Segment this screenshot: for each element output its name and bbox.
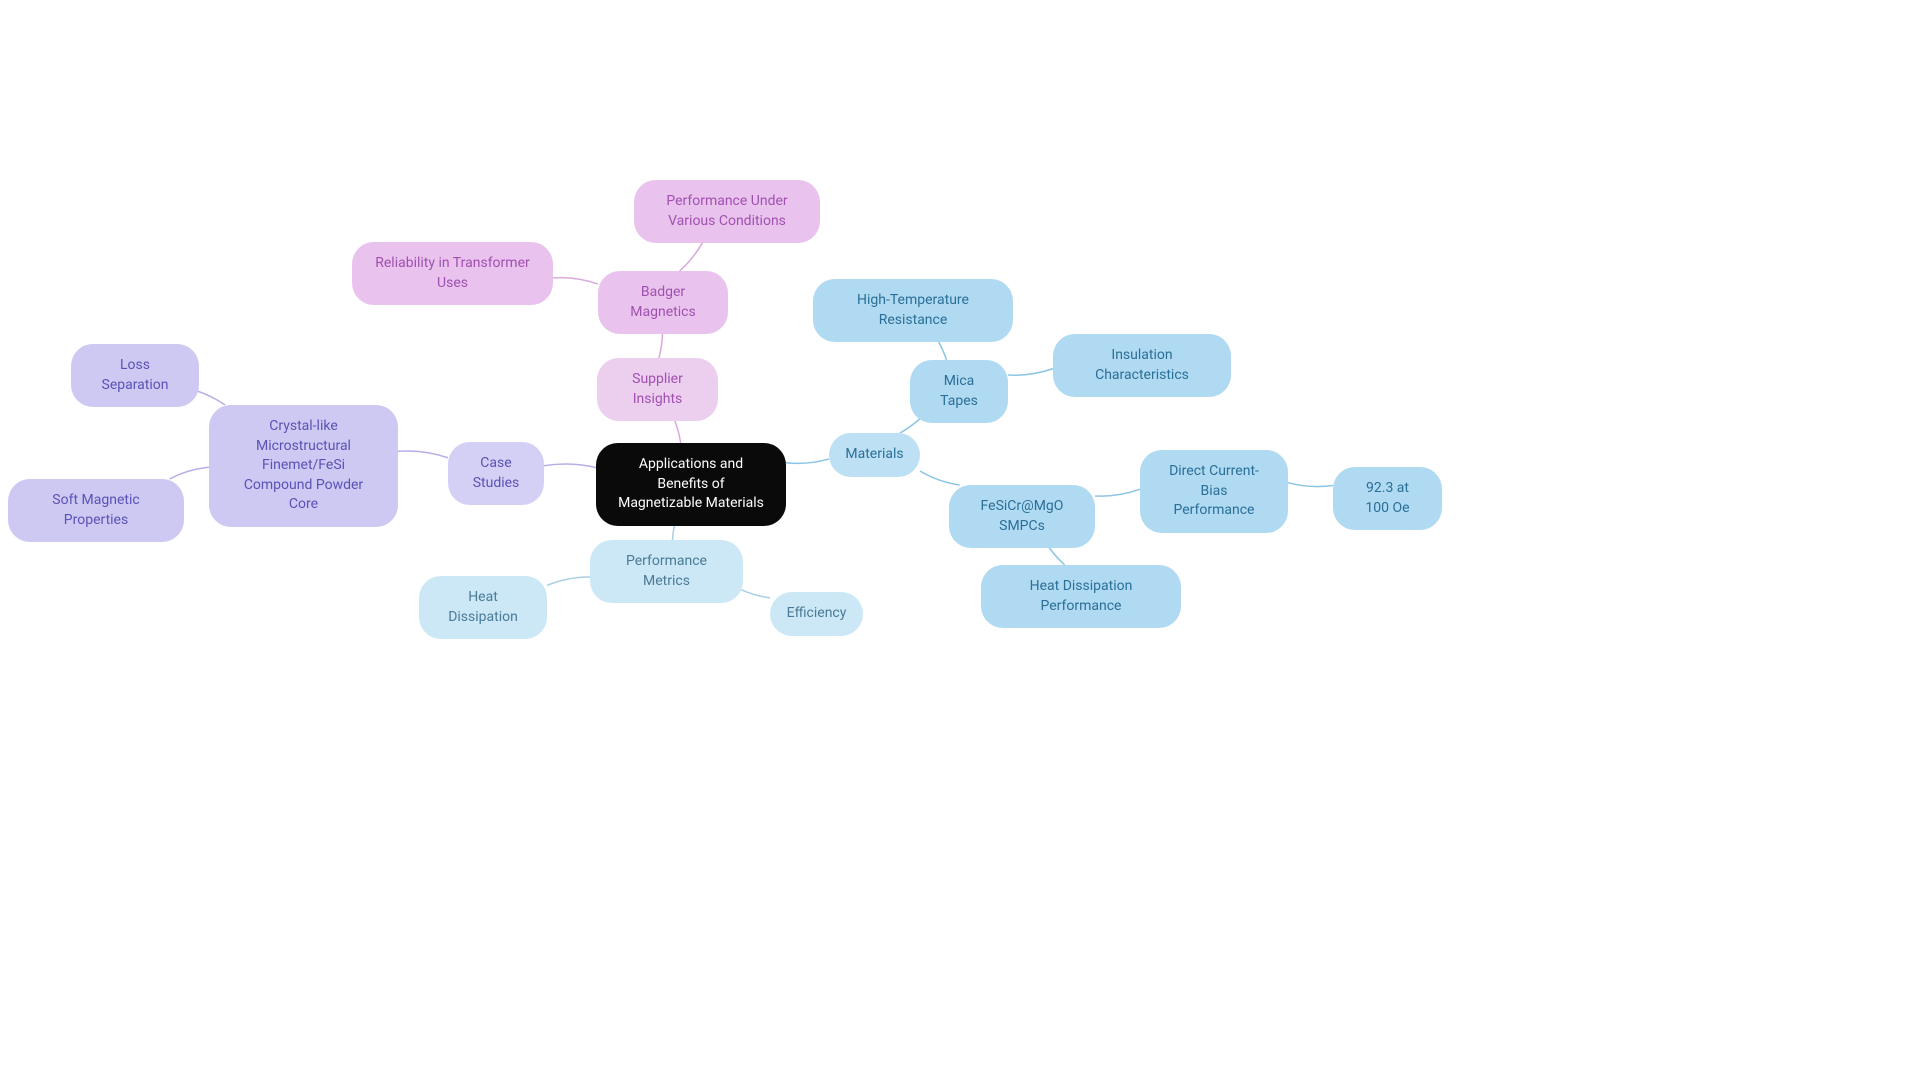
node-heatdiss: Heat Dissipation (419, 576, 547, 639)
edge-casestudies-crystal (398, 451, 448, 458)
edge-badger-reliability (553, 278, 598, 284)
edge-crystal-softmag (170, 467, 209, 479)
node-badger: Badger Magnetics (598, 271, 728, 334)
node-perfmetrics: Performance Metrics (590, 540, 743, 603)
edge-root-materials (786, 459, 829, 463)
node-fesicr: FeSiCr@MgO SMPCs (949, 485, 1095, 548)
node-reliability: Reliability in Transformer Uses (352, 242, 553, 305)
node-crystal: Crystal-like Microstructural Finemet/FeS… (209, 405, 398, 527)
node-dcbias: Direct Current-Bias Performance (1140, 450, 1288, 533)
node-mica: Mica Tapes (910, 360, 1008, 423)
edge-dcbias-oe (1288, 483, 1333, 487)
node-supplier: Supplier Insights (597, 358, 718, 421)
node-casestudies: Case Studies (448, 442, 544, 505)
node-root: Applications and Benefits of Magnetizabl… (596, 443, 786, 526)
edge-mica-insulation (1008, 369, 1053, 376)
node-efficiency: Efficiency (770, 592, 863, 636)
node-softmag: Soft Magnetic Properties (8, 479, 184, 542)
edge-fesicr-dcbias (1095, 489, 1140, 496)
edge-root-casestudies (544, 464, 596, 468)
edge-materials-fesicr (920, 471, 960, 485)
node-insulation: Insulation Characteristics (1053, 334, 1231, 397)
node-oe: 92.3 at 100 Oe (1333, 467, 1442, 530)
edge-perfmetrics-heatdiss (547, 577, 590, 585)
node-heatdiss2: Heat Dissipation Performance (981, 565, 1181, 628)
node-perfcond: Performance Under Various Conditions (634, 180, 820, 243)
node-hightemp: High-Temperature Resistance (813, 279, 1013, 342)
node-materials: Materials (829, 433, 920, 477)
node-loss: Loss Separation (71, 344, 199, 407)
